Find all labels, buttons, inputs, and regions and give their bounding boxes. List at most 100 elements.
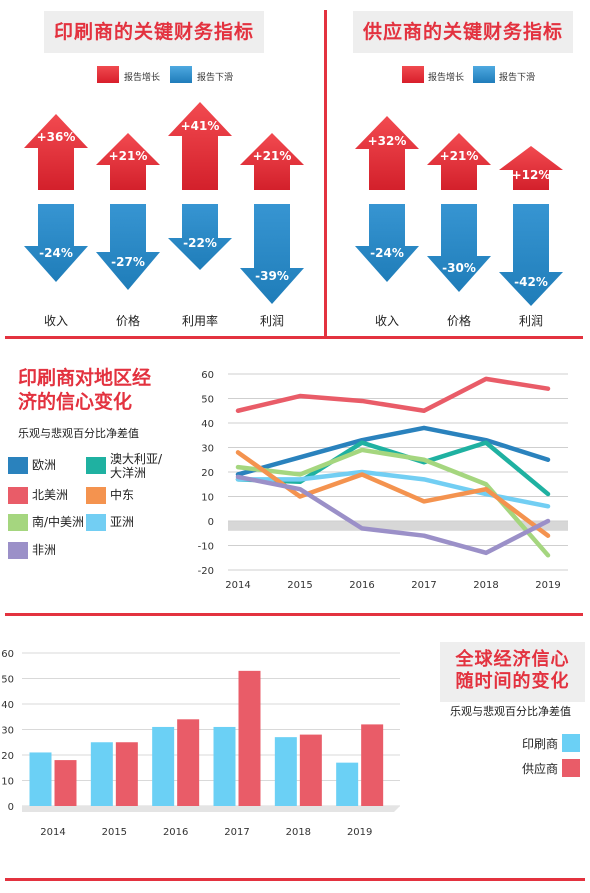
x-tick-label: 2016	[349, 580, 374, 591]
metric-label-supplier-revenue: 收入	[374, 314, 399, 328]
legend-label-oceania-1: 澳大利亚/	[110, 452, 163, 466]
top-divider-vertical	[324, 10, 327, 338]
y-tick-label: 40	[1, 700, 14, 711]
bar	[299, 734, 322, 806]
down-arrow-profit	[240, 204, 304, 304]
up-arrow-profit	[240, 133, 304, 190]
bar	[152, 726, 175, 806]
series-line	[235, 474, 551, 556]
metric-label-utilization: 利用率	[181, 314, 218, 328]
down-value-revenue: -24%	[39, 246, 73, 260]
down-arrow-utilization	[168, 204, 232, 270]
bar	[336, 762, 359, 806]
down-value-supplier-price: -30%	[442, 261, 476, 275]
metric-label-price: 价格	[115, 314, 140, 328]
y-tick-label: 50	[201, 395, 214, 406]
down-value-price: -27%	[111, 255, 145, 269]
legend-swatch-oceania	[86, 457, 106, 474]
x-tick-label: 2019	[347, 827, 372, 838]
bottom-divider	[5, 878, 585, 881]
y-tick-label: 0	[208, 517, 214, 528]
up-value-supplier-profit: +12%	[512, 168, 551, 182]
bar	[29, 752, 52, 806]
bar	[54, 760, 77, 806]
legend-label-oceania-2: 大洋洲	[110, 466, 147, 480]
y-tick-label: 20	[201, 468, 214, 479]
bar	[177, 719, 200, 806]
down-arrow-supplier-profit	[499, 204, 563, 306]
legend-swatch-suppliers	[562, 759, 580, 777]
metric-label-supplier-price: 价格	[446, 314, 471, 328]
global-title-box: 全球经济信心 随时间的变化	[440, 642, 585, 702]
down-arrow-price	[96, 204, 160, 290]
up-value-price: +21%	[109, 149, 148, 163]
y-tick-label: 60	[1, 649, 14, 660]
up-arrow-utilization	[168, 102, 232, 190]
series-line	[235, 376, 551, 413]
y-tick-label: 10	[1, 777, 14, 788]
bar	[274, 737, 297, 806]
suppliers-title: 供应商的关键财务指标	[353, 11, 573, 53]
up-arrow-price	[96, 133, 160, 190]
x-tick-label: 2018	[286, 827, 311, 838]
regional-line-chart: 60 50 40 30 20 10 0 -10 -20 2014 2015 2016 2017 2018 2…	[198, 370, 568, 591]
up-legend-label: 报告增长	[124, 73, 161, 83]
axis-base	[22, 806, 400, 812]
top-divider-horizontal	[5, 336, 583, 339]
down-value-supplier-revenue: -24%	[370, 246, 404, 260]
legend-swatch-middle-east	[86, 487, 106, 504]
down-legend-label-2: 报告下滑	[499, 73, 536, 83]
metric-label-profit: 利润	[259, 314, 284, 328]
x-tick-label: 2017	[411, 580, 436, 591]
up-value-revenue: +36%	[37, 130, 76, 144]
legend-swatch-africa	[8, 542, 28, 559]
up-legend-swatch-2	[402, 66, 424, 83]
printers-title: 印刷商的关键财务指标	[44, 11, 264, 53]
bar	[361, 724, 384, 806]
legend-swatch-printers	[562, 734, 580, 752]
up-arrow-supplier-revenue	[355, 116, 419, 190]
x-tick-label: 2015	[287, 580, 312, 591]
legend-swatch-asia	[86, 514, 106, 531]
legend-label-north-america: 北美洲	[32, 488, 69, 502]
regional-subtitle: 乐观与悲观百分比净差值	[18, 427, 139, 440]
regional-title-line2: 济的信心变化	[18, 391, 133, 413]
y-tick-label: -10	[198, 542, 214, 553]
global-title-line1: 全球经济信心	[455, 649, 570, 670]
legend-label-africa: 非洲	[32, 543, 57, 557]
legend-swatch-latin-america	[8, 514, 28, 531]
y-tick-label: 0	[8, 802, 14, 813]
x-tick-label: 2019	[535, 580, 560, 591]
y-tick-label: 50	[1, 675, 14, 686]
y-tick-label: 60	[201, 370, 214, 381]
x-tick-label: 2018	[473, 580, 498, 591]
down-legend-swatch-2	[473, 66, 495, 83]
up-value-utilization: +41%	[181, 119, 220, 133]
y-tick-label: 10	[201, 493, 214, 504]
bar	[90, 742, 113, 806]
bar	[115, 742, 138, 806]
regional-title-line1: 印刷商对地区经	[18, 367, 152, 389]
x-tick-label: 2016	[163, 827, 188, 838]
metric-label-revenue: 收入	[43, 314, 68, 328]
global-subtitle: 乐观与悲观百分比净差值	[450, 705, 571, 718]
down-arrow-supplier-revenue	[355, 204, 419, 282]
down-arrow-revenue	[24, 204, 88, 282]
legend-label-middle-east: 中东	[110, 488, 135, 502]
up-value-supplier-price: +21%	[440, 149, 479, 163]
bar	[238, 670, 261, 806]
up-arrow-revenue	[24, 114, 88, 190]
up-legend-swatch	[97, 66, 119, 83]
metric-label-supplier-profit: 利润	[518, 314, 543, 328]
y-tick-label: 30	[1, 726, 14, 737]
y-tick-label: -20	[198, 566, 214, 577]
legend-label-printers: 印刷商	[522, 737, 559, 751]
down-value-utilization: -22%	[183, 236, 217, 250]
y-tick-label: 30	[201, 444, 214, 455]
up-arrow-supplier-profit	[499, 146, 563, 190]
x-tick-label: 2015	[102, 827, 127, 838]
up-value-supplier-revenue: +32%	[368, 134, 407, 148]
down-arrow-supplier-price	[427, 204, 491, 292]
down-value-profit: -39%	[255, 269, 289, 283]
down-legend-label: 报告下滑	[197, 73, 234, 83]
